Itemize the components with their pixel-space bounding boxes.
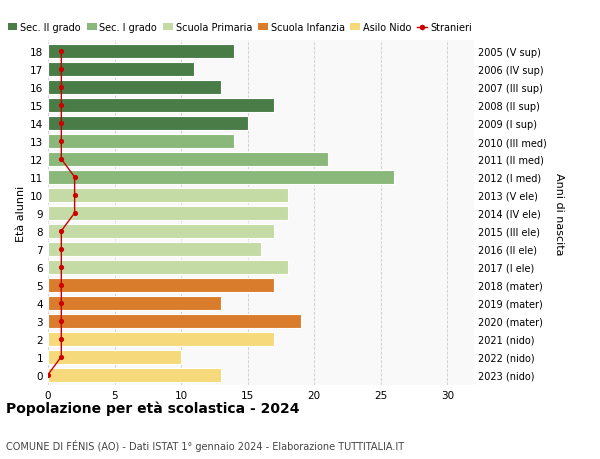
Point xyxy=(56,281,66,289)
Legend: Sec. II grado, Sec. I grado, Scuola Primaria, Scuola Infanzia, Asilo Nido, Stran: Sec. II grado, Sec. I grado, Scuola Prim… xyxy=(8,23,472,33)
Bar xyxy=(48,135,235,149)
Point xyxy=(56,120,66,128)
Point xyxy=(56,353,66,361)
Bar xyxy=(48,45,235,59)
Y-axis label: Età alunni: Età alunni xyxy=(16,185,26,241)
Point xyxy=(56,84,66,92)
Bar xyxy=(48,117,248,131)
Text: COMUNE DI FÉNIS (AO) - Dati ISTAT 1° gennaio 2024 - Elaborazione TUTTITALIA.IT: COMUNE DI FÉNIS (AO) - Dati ISTAT 1° gen… xyxy=(6,439,404,451)
Bar xyxy=(48,278,274,292)
Bar xyxy=(48,63,194,77)
Point xyxy=(56,102,66,110)
Bar xyxy=(48,81,221,95)
Point xyxy=(56,66,66,73)
Point xyxy=(56,228,66,235)
Y-axis label: Anni di nascita: Anni di nascita xyxy=(554,172,563,255)
Bar xyxy=(48,332,274,346)
Point xyxy=(70,192,79,199)
Point xyxy=(56,138,66,146)
Bar xyxy=(48,153,328,167)
Point xyxy=(56,335,66,342)
Bar xyxy=(48,314,301,328)
Bar xyxy=(48,296,221,310)
Bar xyxy=(48,99,274,113)
Point xyxy=(70,174,79,181)
Text: Popolazione per età scolastica - 2024: Popolazione per età scolastica - 2024 xyxy=(6,401,299,415)
Point xyxy=(56,48,66,56)
Point xyxy=(56,246,66,253)
Point xyxy=(56,263,66,271)
Bar xyxy=(48,350,181,364)
Bar xyxy=(48,224,274,238)
Point xyxy=(56,156,66,163)
Point xyxy=(43,371,53,379)
Bar xyxy=(48,368,221,382)
Bar xyxy=(48,171,394,185)
Bar xyxy=(48,260,287,274)
Point xyxy=(56,317,66,325)
Bar xyxy=(48,189,287,202)
Point xyxy=(56,299,66,307)
Bar xyxy=(48,242,261,256)
Point xyxy=(70,210,79,217)
Bar xyxy=(48,207,287,220)
